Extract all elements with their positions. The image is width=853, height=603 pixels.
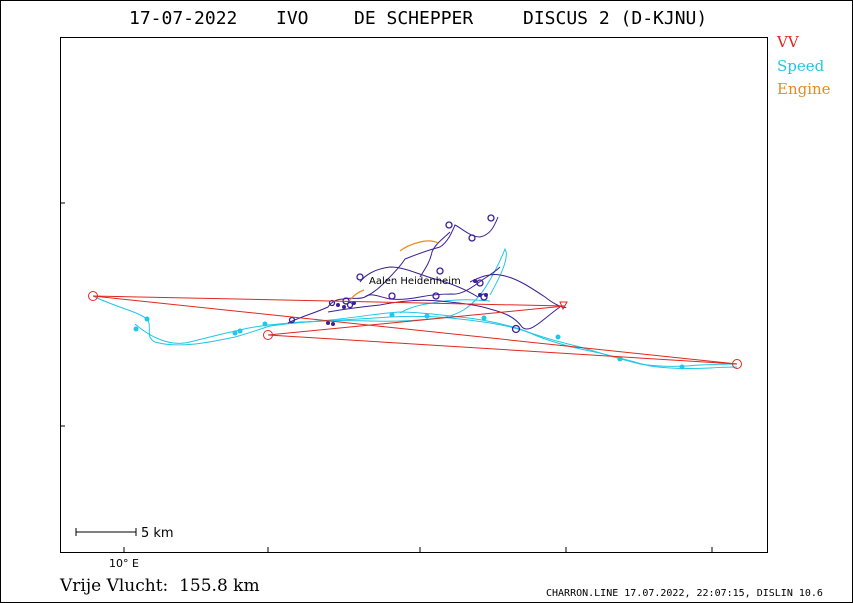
glider-name: DISCUS 2 (D-KJNU): [523, 8, 708, 29]
climb-circles: [288, 214, 521, 334]
pilot-name: DE SCHEPPER: [354, 8, 474, 29]
speed-points: [133, 312, 685, 370]
start-point: [88, 291, 98, 301]
climb-track: [287, 216, 567, 330]
turnpoints: [88, 291, 742, 369]
footer-note: CHARRON.LINE 17.07.2022, 22:07:15, DISLI…: [546, 588, 823, 599]
distance-value: 155.8 km: [179, 576, 260, 596]
engine-track: [349, 240, 439, 301]
turnpoint-center: [559, 301, 568, 311]
speed-track: [92, 247, 738, 370]
legend-speed: Speed: [777, 57, 825, 75]
distance-label: Vrije Vlucht:: [60, 576, 169, 596]
flight-date: 17-07-2022: [129, 8, 238, 29]
map-frame: [60, 37, 768, 553]
flight-map: [60, 37, 768, 553]
longitude-label: 10° E: [109, 557, 139, 570]
legend-vv: VV: [777, 33, 799, 51]
scale-label: 5 km: [141, 526, 174, 541]
page-title: 17-07-2022 IVO DE SCHEPPER DISCUS 2 (D-K…: [0, 8, 853, 113]
turnpoint-west: [263, 330, 273, 340]
scale-bar: [75, 528, 137, 536]
turnpoint-east: [732, 359, 742, 369]
axis-ticks: [60, 202, 713, 553]
legend-engine: Engine: [777, 80, 831, 98]
airfield-label: Aalen Heidenheim: [369, 276, 461, 287]
site-code: IVO: [276, 8, 309, 29]
task-legs: [92, 295, 738, 365]
distance-summary: Vrije Vlucht: 155.8 km: [60, 576, 260, 596]
